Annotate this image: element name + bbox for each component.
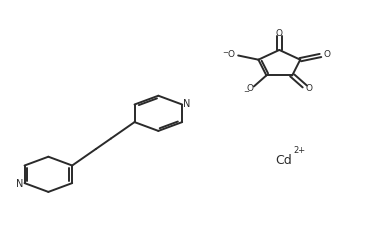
Text: Cd: Cd: [276, 154, 293, 167]
Text: 2+: 2+: [293, 146, 305, 155]
Text: O: O: [324, 50, 331, 59]
Text: N: N: [16, 179, 24, 189]
Text: O: O: [246, 84, 253, 93]
Text: −: −: [243, 89, 249, 95]
Text: O: O: [305, 84, 312, 93]
Text: −: −: [223, 51, 229, 56]
Text: N: N: [183, 99, 191, 109]
Text: O: O: [228, 50, 235, 59]
Text: O: O: [276, 29, 283, 38]
